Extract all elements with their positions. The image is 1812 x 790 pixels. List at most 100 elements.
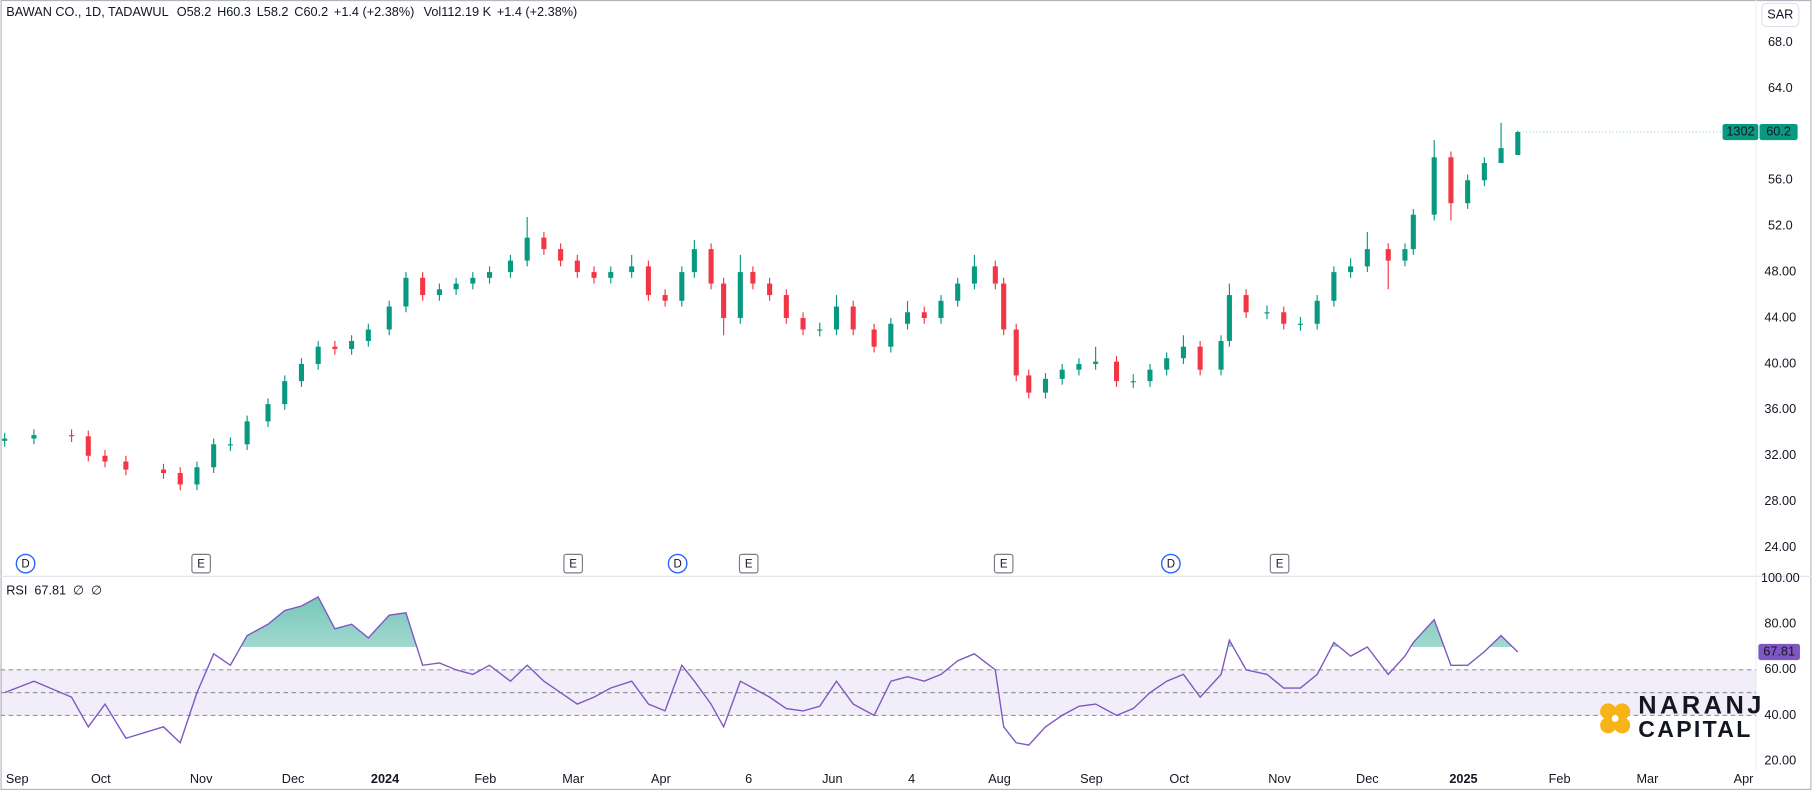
rsi-tick-label: 60.00 <box>1764 662 1796 676</box>
candle-body <box>2 438 8 441</box>
candle-body <box>1093 361 1099 364</box>
y-tick-label: 28.00 <box>1764 494 1796 508</box>
x-tick-label: Mar <box>562 772 585 786</box>
legend-text: 112.19 K <box>441 5 491 19</box>
candle-body <box>1402 249 1408 261</box>
legend-text: +1.4 (+2.38%) <box>497 5 577 19</box>
event-marker <box>1160 553 1181 574</box>
candle-body <box>1264 312 1270 314</box>
legend-text: O <box>177 5 187 19</box>
candle-body <box>31 435 37 439</box>
event-marker <box>993 553 1014 574</box>
candle-body <box>558 249 564 261</box>
candle-body <box>1013 329 1019 376</box>
watermark-text: CAPITAL <box>1638 716 1752 742</box>
candle-body <box>507 260 513 273</box>
candle-body <box>591 272 597 278</box>
legend-text: BAWAN CO., 1D, TADAWUL <box>6 5 168 19</box>
legend-text: H <box>217 5 226 19</box>
event-marker <box>191 553 211 574</box>
candle-body <box>645 266 651 296</box>
x-tick-label: Sep <box>6 772 29 786</box>
candle-body <box>608 272 614 278</box>
legend-text: 60.3 <box>226 5 251 19</box>
y-tick-label: 56.0 <box>1768 173 1793 187</box>
x-tick-label: Dec <box>282 772 305 786</box>
candle-body <box>921 312 927 319</box>
price-tag-timer-box <box>1722 123 1759 141</box>
rsi-legend: 67.81 <box>34 584 66 598</box>
candle-body <box>69 435 75 437</box>
candle-body <box>708 249 714 284</box>
legend-text: C <box>294 5 303 19</box>
candle-body <box>470 277 476 284</box>
candle-body <box>244 421 250 445</box>
candle-body <box>1481 163 1487 181</box>
candle-body <box>1026 375 1032 393</box>
y-tick-label: 24.00 <box>1764 540 1796 554</box>
y-tick-label: 48.00 <box>1764 264 1796 278</box>
event-marker <box>738 553 759 574</box>
candle-body <box>1331 272 1337 301</box>
y-tick-label: 52.0 <box>1768 219 1793 233</box>
logo-petal <box>1613 703 1631 720</box>
candle-body <box>1385 249 1391 261</box>
x-tick-label: Sep <box>1080 772 1103 786</box>
x-tick-label: Jun <box>822 772 842 786</box>
rsi-value-tag <box>1758 643 1800 661</box>
x-tick-label: Mar <box>1636 772 1659 786</box>
y-tick-label: 64.0 <box>1768 81 1793 95</box>
candle-body <box>800 318 806 330</box>
candle-body <box>420 277 426 296</box>
price-tag: 60.2 <box>1766 124 1791 138</box>
candle-body <box>871 329 877 347</box>
x-tick-label: Oct <box>1169 772 1189 786</box>
candle-body <box>1147 369 1153 382</box>
candle-body <box>574 260 580 273</box>
candle-body <box>160 469 167 473</box>
event-marker <box>15 553 36 574</box>
rsi-tick-label: 20.00 <box>1764 753 1796 767</box>
candle-body <box>453 283 459 290</box>
candle-body <box>1348 266 1354 273</box>
candle-body <box>629 266 635 273</box>
rsi-tick-label: 80.00 <box>1764 617 1796 631</box>
candle-body <box>1410 214 1416 250</box>
candle-body <box>1218 340 1224 370</box>
x-tick-label: 4 <box>908 772 915 786</box>
candle-body <box>194 467 200 485</box>
rsi-legend: ∅ <box>91 584 102 598</box>
candle-body <box>1042 378 1049 393</box>
candle-body <box>888 323 894 347</box>
legend-text: 58.2 <box>187 5 212 19</box>
event-label: E <box>1000 558 1008 570</box>
candle-body <box>691 249 697 273</box>
candle-body <box>938 300 944 319</box>
x-tick-label: Feb <box>474 772 496 786</box>
logo-petal <box>1600 717 1617 734</box>
candle-body <box>365 329 371 341</box>
candle-body <box>1059 369 1065 379</box>
x-tick-label: 2025 <box>1449 772 1477 786</box>
rsi-tick-label: 40.00 <box>1764 708 1796 722</box>
rsi-legend: ∅ <box>73 584 84 598</box>
x-tick-label: Feb <box>1549 772 1571 786</box>
candle-body <box>123 461 129 470</box>
x-tick-label: Apr <box>1734 772 1755 786</box>
x-tick-label: Apr <box>651 772 672 786</box>
logo-center <box>1611 714 1619 722</box>
y-tick-label: 44.00 <box>1764 310 1796 324</box>
candle-body <box>1498 148 1504 164</box>
rsi-tick-label: 100.00 <box>1761 571 1800 585</box>
candle-body <box>1448 157 1454 204</box>
candle-body <box>1130 381 1136 383</box>
event-marker <box>563 553 583 574</box>
candle-body <box>750 272 756 284</box>
event-label: E <box>745 558 753 570</box>
legend-text: L <box>257 5 264 19</box>
candle-body <box>1243 295 1249 313</box>
logo-petal <box>1600 703 1617 720</box>
x-tick-label: Nov <box>190 772 213 786</box>
candle-body <box>662 295 668 301</box>
rsi-line <box>4 595 1519 746</box>
